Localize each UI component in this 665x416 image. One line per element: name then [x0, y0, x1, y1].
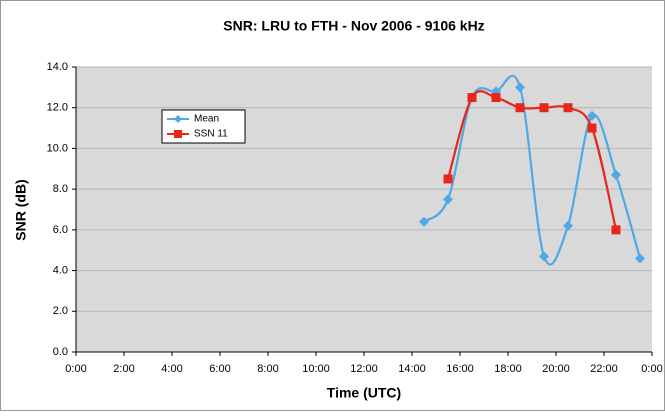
marker — [443, 174, 453, 184]
y-tick-label: 6.0 — [53, 224, 68, 236]
x-tick-label: 8:00 — [257, 363, 278, 375]
y-axis-title: SNR (dB) — [13, 179, 29, 240]
marker — [611, 225, 621, 235]
y-tick-label: 2.0 — [53, 305, 68, 317]
x-tick-label: 10:00 — [302, 363, 330, 375]
marker — [443, 194, 453, 205]
marker — [491, 93, 501, 103]
y-tick-label: 4.0 — [53, 264, 68, 276]
x-tick-label: 12:00 — [350, 363, 378, 375]
x-tick-label: 2:00 — [113, 363, 134, 375]
marker — [563, 220, 573, 231]
x-tick-label: 20:00 — [542, 363, 570, 375]
y-tick-label: 8.0 — [53, 183, 68, 195]
y-tick-label: 0.0 — [53, 346, 68, 358]
y-tick-label: 12.0 — [47, 102, 68, 114]
x-tick-label: 18:00 — [494, 363, 522, 375]
marker — [611, 169, 621, 180]
marker — [563, 103, 573, 113]
marker — [539, 251, 549, 262]
marker — [467, 93, 477, 103]
marker — [419, 216, 429, 227]
marker — [515, 103, 525, 113]
x-tick-label: 6:00 — [209, 363, 230, 375]
marker — [539, 103, 549, 113]
y-tick-label: 10.0 — [47, 142, 68, 154]
x-tick-label: 0:00 — [641, 363, 662, 375]
x-tick-label: 4:00 — [161, 363, 182, 375]
legend-label: SSN 11 — [194, 129, 228, 140]
x-tick-label: 22:00 — [590, 363, 618, 375]
marker — [515, 82, 525, 93]
marker — [635, 253, 645, 264]
x-axis-title: Time (UTC) — [327, 385, 401, 401]
x-tick-label: 14:00 — [398, 363, 426, 375]
legend-label: Mean — [194, 114, 219, 125]
series-line — [423, 74, 642, 266]
legend-marker — [174, 115, 182, 123]
x-tick-label: 16:00 — [446, 363, 474, 375]
x-tick-label: 0:00 — [65, 363, 86, 375]
marker — [587, 110, 597, 121]
marker — [587, 123, 597, 133]
legend-marker — [174, 130, 182, 138]
chart-title: SNR: LRU to FTH - Nov 2006 - 9106 kHz — [223, 18, 484, 34]
y-tick-label: 14.0 — [47, 61, 68, 73]
